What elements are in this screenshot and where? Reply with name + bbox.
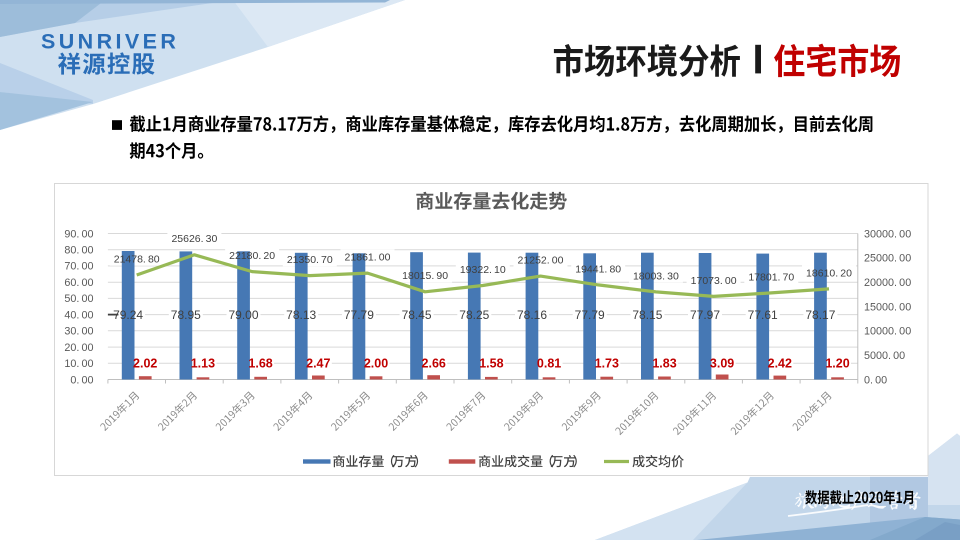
svg-text:1.83: 1.83	[652, 357, 676, 371]
svg-text:2.66: 2.66	[422, 357, 446, 371]
svg-text:78.95: 78.95	[171, 308, 201, 322]
svg-text:20. 00: 20. 00	[64, 342, 93, 354]
svg-text:78.13: 78.13	[286, 308, 316, 322]
svg-text:77.79: 77.79	[575, 308, 605, 322]
svg-text:77.79: 77.79	[344, 308, 374, 322]
svg-text:19441. 80: 19441. 80	[575, 263, 621, 275]
svg-text:18003. 30: 18003. 30	[633, 270, 679, 282]
svg-text:1.20: 1.20	[825, 357, 849, 371]
svg-text:30. 00: 30. 00	[64, 326, 93, 338]
svg-text:78.45: 78.45	[402, 308, 432, 322]
svg-text:2.47: 2.47	[306, 357, 330, 371]
svg-text:78.15: 78.15	[632, 308, 662, 322]
svg-text:70. 00: 70. 00	[64, 261, 93, 273]
svg-text:17801. 70: 17801. 70	[748, 271, 794, 283]
svg-text:80. 00: 80. 00	[64, 245, 93, 257]
svg-text:18015. 90: 18015. 90	[402, 270, 448, 282]
svg-text:17073. 00: 17073. 00	[691, 275, 737, 287]
svg-text:10000. 00: 10000. 00	[864, 326, 911, 338]
svg-text:25000. 00: 25000. 00	[864, 253, 911, 265]
svg-text:10. 00: 10. 00	[64, 358, 93, 370]
svg-text:77.97: 77.97	[690, 308, 720, 322]
svg-text:78.16: 78.16	[517, 308, 547, 322]
svg-text:21478. 80: 21478. 80	[114, 253, 160, 265]
svg-text:22180. 20: 22180. 20	[229, 250, 275, 262]
svg-text:90. 00: 90. 00	[64, 228, 93, 240]
svg-text:18610. 20: 18610. 20	[806, 267, 852, 279]
svg-text:25626. 30: 25626. 30	[171, 233, 217, 245]
svg-text:60. 00: 60. 00	[64, 277, 93, 289]
svg-text:77.61: 77.61	[748, 308, 778, 322]
svg-text:0.81: 0.81	[537, 357, 561, 371]
svg-text:15000. 00: 15000. 00	[864, 301, 911, 313]
svg-text:1.68: 1.68	[248, 357, 272, 371]
svg-text:20000. 00: 20000. 00	[864, 277, 911, 289]
svg-text:SUNRIVER: SUNRIVER	[41, 30, 179, 54]
svg-text:19322. 10: 19322. 10	[460, 264, 506, 276]
svg-text:30000. 00: 30000. 00	[864, 228, 911, 240]
svg-text:2.02: 2.02	[133, 357, 157, 371]
svg-text:1.73: 1.73	[595, 357, 619, 371]
svg-text:2.42: 2.42	[768, 357, 792, 371]
svg-text:78.17: 78.17	[805, 308, 835, 322]
svg-text:2.00: 2.00	[364, 357, 388, 371]
svg-text:5000. 00: 5000. 00	[864, 350, 905, 362]
svg-text:21252. 00: 21252. 00	[518, 255, 564, 267]
svg-text:3.09: 3.09	[710, 357, 734, 371]
svg-text:21350. 70: 21350. 70	[287, 254, 333, 266]
svg-text:79.00: 79.00	[228, 308, 258, 322]
svg-text:79.24: 79.24	[113, 308, 143, 322]
svg-text:0. 00: 0. 00	[864, 374, 887, 386]
svg-text:1.13: 1.13	[191, 357, 215, 371]
svg-text:50. 00: 50. 00	[64, 293, 93, 305]
svg-text:1.58: 1.58	[479, 357, 503, 371]
svg-text:21861. 00: 21861. 00	[345, 252, 391, 264]
svg-text:40. 00: 40. 00	[64, 309, 93, 321]
svg-text:78.25: 78.25	[459, 308, 489, 322]
svg-text:0. 00: 0. 00	[70, 374, 93, 386]
